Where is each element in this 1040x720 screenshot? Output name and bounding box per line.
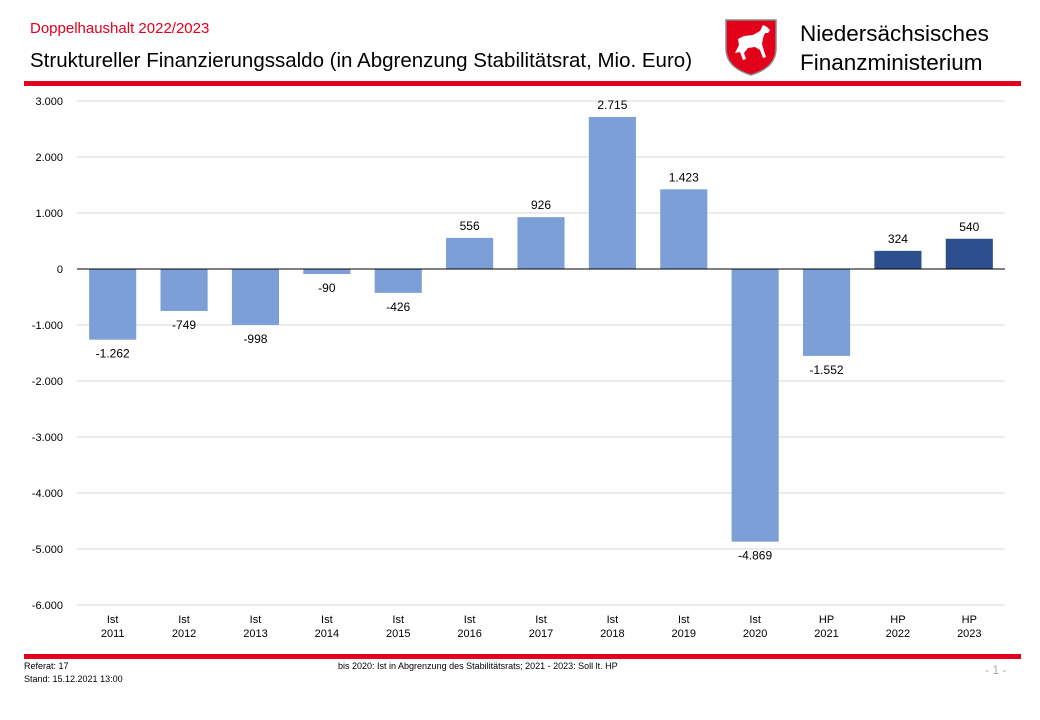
footer-divider (24, 654, 1021, 659)
data-label: -4.869 (738, 549, 772, 563)
data-label: -749 (172, 318, 196, 332)
bar (660, 189, 708, 269)
x-tick-label: HP (890, 614, 905, 626)
x-tick-label: 2014 (315, 628, 339, 640)
data-label: 540 (959, 220, 979, 234)
y-tick-label: -4.000 (32, 488, 63, 500)
x-tick-label: Ist (678, 614, 690, 626)
page-number: - 1 - (985, 663, 1007, 677)
x-tick-label: 2021 (814, 628, 838, 640)
lower-saxony-horse-crest-icon (725, 19, 777, 76)
x-tick-label: Ist (464, 614, 476, 626)
y-tick-label: -2.000 (32, 376, 63, 388)
x-tick-label: 2019 (672, 628, 696, 640)
y-tick-label: 3.000 (35, 96, 63, 108)
x-tick-label: Ist (107, 614, 119, 626)
data-label: 556 (460, 219, 480, 233)
x-tick-label: Ist (392, 614, 404, 626)
x-tick-label: Ist (250, 614, 262, 626)
ministry-name-line1: Niedersächsisches (800, 21, 989, 46)
bar (731, 269, 779, 542)
data-label: 1.423 (669, 170, 699, 184)
bar (160, 269, 208, 311)
data-label: -426 (386, 300, 410, 314)
ministry-name: Niedersächsisches Finanzministerium (800, 19, 989, 77)
x-tick-label: 2015 (386, 628, 410, 640)
document-supertitle: Doppelhaushalt 2022/2023 (30, 20, 210, 37)
data-label: -998 (243, 332, 267, 346)
bar (231, 269, 280, 325)
chart-title: Struktureller Finanzierungssaldo (in Abg… (30, 49, 693, 72)
x-tick-label: 2022 (886, 628, 910, 640)
y-tick-label: -3.000 (32, 432, 63, 444)
x-tick-label: Ist (535, 614, 547, 626)
data-label: 2.715 (597, 98, 627, 112)
bar (89, 269, 137, 340)
y-tick-label: -6.000 (32, 600, 63, 612)
data-label: -1.262 (96, 347, 130, 361)
bar (446, 237, 494, 269)
bar (588, 116, 636, 270)
bar (945, 238, 993, 269)
y-tick-label: 0 (57, 264, 63, 276)
ministry-name-line2: Finanzministerium (800, 50, 983, 75)
x-tick-label: HP (962, 614, 977, 626)
y-tick-label: 1.000 (35, 208, 63, 220)
header-divider (24, 81, 1021, 86)
x-tick-label: 2018 (600, 628, 624, 640)
x-tick-label: Ist (178, 614, 190, 626)
x-tick-label: Ist (607, 614, 619, 626)
data-label: -1.552 (810, 363, 844, 377)
x-tick-label: Ist (321, 614, 333, 626)
x-tick-label: 2013 (243, 628, 267, 640)
footer-note: bis 2020: Ist in Abgrenzung des Stabilit… (338, 661, 618, 671)
x-tick-label: Ist (749, 614, 761, 626)
bar (374, 269, 422, 293)
bar (303, 269, 351, 275)
y-tick-label: -1.000 (32, 320, 63, 332)
bar (802, 269, 851, 356)
x-tick-label: HP (819, 614, 834, 626)
x-tick-label: 2023 (957, 628, 981, 640)
bar (517, 217, 565, 269)
x-tick-label: 2020 (743, 628, 767, 640)
x-tick-label: 2011 (101, 628, 125, 640)
bar (874, 250, 922, 269)
y-tick-label: -5.000 (32, 544, 63, 556)
data-label: 324 (888, 232, 908, 246)
data-label: -90 (318, 281, 336, 295)
x-tick-label: 2012 (172, 628, 196, 640)
x-tick-label: 2016 (457, 628, 481, 640)
footer-stand: Stand: 15.12.2021 13:00 (24, 674, 123, 684)
x-tick-label: 2017 (529, 628, 553, 640)
data-label: 926 (531, 198, 551, 212)
footer-referat: Referat: 17 (24, 661, 69, 671)
y-tick-label: 2.000 (35, 152, 63, 164)
